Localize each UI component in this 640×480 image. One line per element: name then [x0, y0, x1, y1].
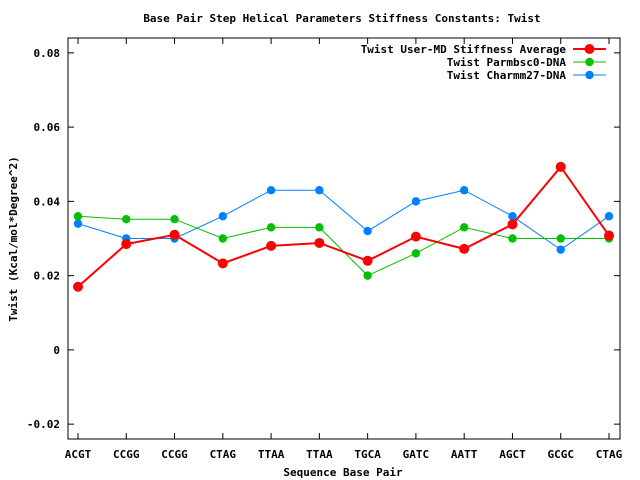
data-point	[218, 212, 228, 221]
y-tick-label: 0.06	[34, 121, 61, 134]
data-point	[555, 161, 566, 172]
plot-frame	[67, 37, 621, 440]
data-point	[410, 231, 421, 242]
data-point	[73, 212, 83, 221]
data-point	[266, 223, 276, 232]
data-point	[169, 229, 180, 240]
x-tick-label: AGCT	[499, 448, 526, 461]
data-point	[411, 197, 421, 206]
x-tick-label: AATT	[451, 448, 478, 461]
y-tick-label: -0.02	[27, 418, 60, 431]
data-point	[73, 219, 83, 228]
data-point	[459, 186, 469, 195]
data-point	[604, 212, 614, 221]
series-line	[77, 215, 609, 277]
y-tick-label: 0	[53, 344, 60, 357]
data-point	[217, 258, 228, 269]
data-point	[604, 230, 614, 241]
series-line	[77, 165, 610, 288]
data-point	[556, 234, 565, 243]
x-tick-label: GATC	[403, 448, 430, 461]
x-tick-label: CTAG	[210, 448, 237, 461]
chart-title: Base Pair Step Helical Parameters Stiffn…	[143, 12, 540, 25]
x-axis-label: Sequence Base Pair	[283, 466, 403, 479]
y-tick-label: 0.08	[34, 47, 61, 60]
series-line	[77, 189, 610, 251]
data-point	[507, 219, 518, 230]
x-tick-label: TTAA	[306, 448, 333, 461]
legend-marker	[585, 70, 594, 80]
legend-label: Twist Charmm27-DNA	[447, 69, 567, 82]
legend-marker	[584, 44, 595, 54]
x-tick-label: CCGG	[113, 448, 140, 461]
y-tick-label: 0.04	[34, 195, 61, 208]
x-tick-label: TTAA	[258, 448, 285, 461]
x-tick-label: TGCA	[354, 448, 381, 461]
data-point	[556, 245, 565, 254]
data-point	[266, 186, 276, 195]
y-axis-label: Twist (Kcal/mol*Degree^2)	[7, 156, 20, 322]
data-point	[122, 214, 131, 224]
y-tick-label: 0.02	[34, 270, 61, 283]
data-point	[459, 243, 470, 254]
data-point	[411, 249, 421, 258]
x-tick-label: CCGG	[161, 448, 188, 461]
data-point	[315, 186, 324, 195]
data-point	[459, 223, 469, 232]
x-tick-label: GCGC	[547, 448, 574, 461]
data-point	[362, 255, 373, 266]
data-point	[218, 234, 228, 243]
data-point	[121, 239, 132, 250]
x-tick-label: CTAG	[596, 448, 623, 461]
data-point	[315, 223, 324, 232]
data-point	[266, 240, 277, 251]
data-point	[73, 281, 83, 292]
legend-marker	[585, 57, 594, 67]
x-tick-label: ACGT	[65, 448, 92, 461]
data-point	[363, 226, 372, 236]
data-point	[508, 212, 517, 221]
data-point	[314, 237, 325, 248]
data-point	[170, 214, 179, 224]
legend-label: Twist Parmbsc0-DNA	[447, 56, 567, 69]
legend-label: Twist User-MD Stiffness Average	[361, 43, 567, 56]
data-point	[363, 271, 372, 280]
data-point	[508, 234, 517, 243]
